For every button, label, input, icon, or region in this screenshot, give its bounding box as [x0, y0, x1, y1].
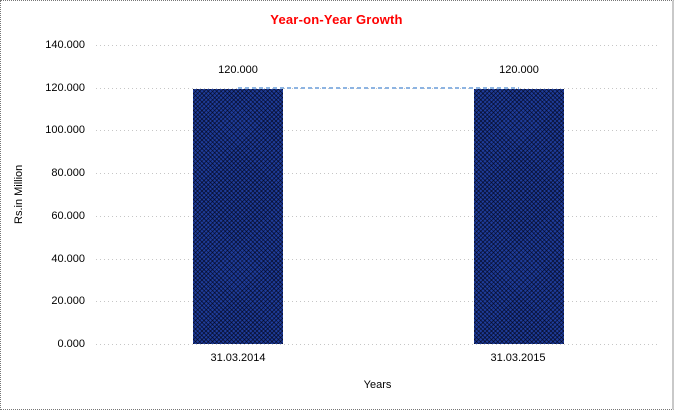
gridline-20 [96, 301, 659, 302]
ytick-label: 40.000 [51, 253, 85, 265]
ytick-label: 80.000 [51, 167, 85, 179]
ytick-label: 140.000 [45, 39, 85, 51]
gridline-0 [96, 344, 659, 345]
ytick-label: 120.000 [45, 82, 85, 94]
xtick-label: 31.03.2015 [490, 352, 546, 364]
ytick-label: 60.000 [51, 210, 85, 222]
ytick-label: 20.000 [51, 295, 85, 307]
x-axis-title: Years [363, 379, 392, 391]
data-label: 120.000 [218, 64, 258, 76]
ytick-label: 100.000 [45, 124, 85, 136]
data-label: 120.000 [499, 64, 539, 76]
bar-31.03.2015 [474, 89, 564, 344]
gridline-40 [96, 259, 659, 260]
bar-31.03.2014 [193, 89, 283, 344]
gridline-80 [96, 173, 659, 174]
plot-area [96, 45, 659, 344]
gridline-140 [96, 45, 659, 46]
chart-title: Year-on-Year Growth [270, 12, 403, 27]
y-axis-title: Rs.in Million [13, 164, 25, 225]
xtick-label: 31.03.2014 [210, 352, 266, 364]
trend-line [238, 87, 519, 89]
gridline-100 [96, 130, 659, 131]
gridline-60 [96, 216, 659, 217]
ytick-label: 0.000 [57, 338, 85, 350]
